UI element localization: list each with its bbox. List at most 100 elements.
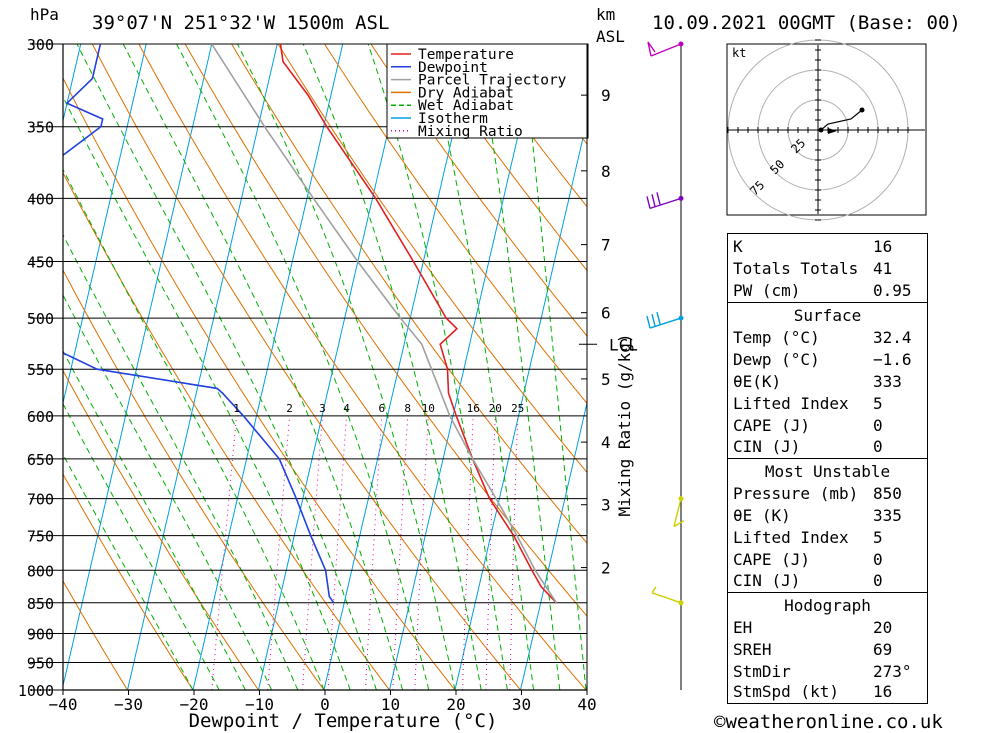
parcel-trajectory-series [211,44,558,604]
isotherm-line [389,44,540,690]
mixing-ratio-axis-label: Mixing Ratio (g/kg) [615,333,634,516]
location-label: 39°07'N 251°32'W 1500m ASL [92,12,389,34]
wind-barb [646,311,682,329]
pressure-tick-label: 800 [27,562,54,580]
wet-adiabat-line [63,233,299,690]
most-unstable-table: Most Unstable Pressure (mb) 850 θE (K) 335… [727,458,928,593]
pressure-tick-label: 1000 [18,682,54,700]
pressure-tick-label: 750 [27,528,54,546]
x-tick-label: 20 [446,695,465,714]
wet-adiabat-line [122,44,404,690]
surface-table: Surface Temp (°C) 32.4 Dewp (°C) −1.6 θE(K… [727,302,928,459]
wind-barb [647,41,682,57]
k-index-value: 16 [873,237,893,256]
eh-label: EH [733,618,753,637]
k-index-row: K 16 [728,236,927,258]
height-tick-label: 4 [601,433,611,452]
most-unstable-title: Most Unstable [764,462,891,481]
mixing-ratio-value-label: 16 [467,402,480,415]
mixing-ratio-value-label: 1 [233,402,240,415]
indices-table-top: K 16 Totals Totals 41 PW (cm) 0.95 [727,233,928,303]
x-tick-label: 0 [320,695,330,714]
isotherm-line [520,400,587,690]
surface-dewp-label: Dewp (°C) [733,350,820,369]
wet-adiabat-line [521,44,587,690]
pressure-tick-label: 450 [27,254,54,272]
surface-thetae-label: θE(K) [733,372,782,391]
wet-adiabat-line [176,44,430,690]
legend-item-label: Parcel Trajectory [418,73,567,89]
dry-adiabat-line [63,579,128,690]
stmspd-label: StmSpd (kt) [733,682,839,701]
mixing-ratio-line [364,415,383,690]
stmdir-label: StmDir [733,662,791,681]
hodograph-end-dot [859,107,865,113]
mixing-ratio-value-label: 10 [422,402,435,415]
km-unit-label: km [596,5,615,24]
datetime-label: 10.09.2021 00GMT (Base: 00) [652,12,961,34]
dry-adiabat-line [370,44,587,337]
surface-thetae-value: 333 [873,372,902,391]
height-tick-label: 2 [601,559,611,578]
x-tick-label: −30 [114,695,143,714]
surface-temp-label: Temp (°C) [733,328,820,347]
pressure-unit-label: hPa [30,5,59,24]
mu-li-label: Lifted Index [733,528,849,547]
isotherm-line [454,118,587,690]
pressure-tick-label: 650 [27,451,54,469]
wet-adiabat-line [76,44,377,690]
mu-li-row: Lifted Index 5 [728,527,927,549]
x-tick-label: 40 [577,695,596,714]
mu-li-value: 5 [873,528,883,547]
mu-thetae-label: θE (K) [733,506,791,525]
hodograph-table: Hodograph EH 20 SREH 69 StmDir 273° StmSpd … [727,592,928,704]
mixing-ratio-value-label: 3 [319,402,326,415]
stmspd-row: StmSpd (kt) 16 [728,681,927,703]
mu-cin-row: CIN (J) 0 [728,570,927,592]
height-tick-label: 6 [601,304,611,323]
mixing-ratio-value-label: 4 [343,402,350,415]
mu-cape-row: CAPE (J) 0 [728,549,927,571]
copyright-label: ©weatheronline.co.uk [714,711,943,733]
legend-box [386,43,589,139]
pressure-tick-label: 950 [27,654,54,672]
sreh-label: SREH [733,640,772,659]
stmdir-row: StmDir 273° [728,661,927,683]
x-tick-label: 10 [381,695,400,714]
k-index-label: K [733,237,743,256]
surface-cape-label: CAPE (J) [733,416,811,435]
mu-thetae-value: 335 [873,506,902,525]
mu-pressure-row: Pressure (mb) 850 [728,483,927,505]
mu-cin-value: 0 [873,571,883,590]
mu-thetae-row: θE (K) 335 [728,505,927,527]
mu-pressure-value: 850 [873,484,902,503]
hodograph-title: Hodograph [784,596,871,615]
dry-adiabat-line [138,44,587,690]
pressure-tick-label: 900 [27,625,54,643]
legend-item-label: Mixing Ratio [418,124,523,140]
eh-value: 20 [873,618,893,637]
surface-li-value: 5 [873,394,883,413]
mixing-ratio-value-label: 6 [378,402,385,415]
lcl-label: LCL [609,335,638,354]
x-tick-label: −20 [180,695,209,714]
isotherm-line [63,44,147,406]
isotherm-line [63,44,213,688]
height-tick-label: 5 [601,370,611,389]
surface-cape-row: CAPE (J) 0 [728,415,927,437]
hodograph-unit-label: kt [732,46,746,60]
mu-cin-label: CIN (J) [733,571,801,590]
stmspd-value: 16 [873,682,893,701]
surface-cin-label: CIN (J) [733,437,801,456]
legend-item-label: Wet Adiabat [418,98,514,114]
surface-cin-row: CIN (J) 0 [728,436,927,458]
surface-temp-value: 32.4 [873,328,912,347]
mu-cape-label: CAPE (J) [733,550,811,569]
temperature-series [279,44,557,604]
pw-row: PW (cm) 0.95 [728,280,927,302]
pressure-tick-label: 700 [27,491,54,509]
hodograph-trace [820,109,863,131]
x-tick-label: −10 [245,695,274,714]
dewpoint-series [63,44,335,604]
pw-value: 0.95 [873,281,912,300]
